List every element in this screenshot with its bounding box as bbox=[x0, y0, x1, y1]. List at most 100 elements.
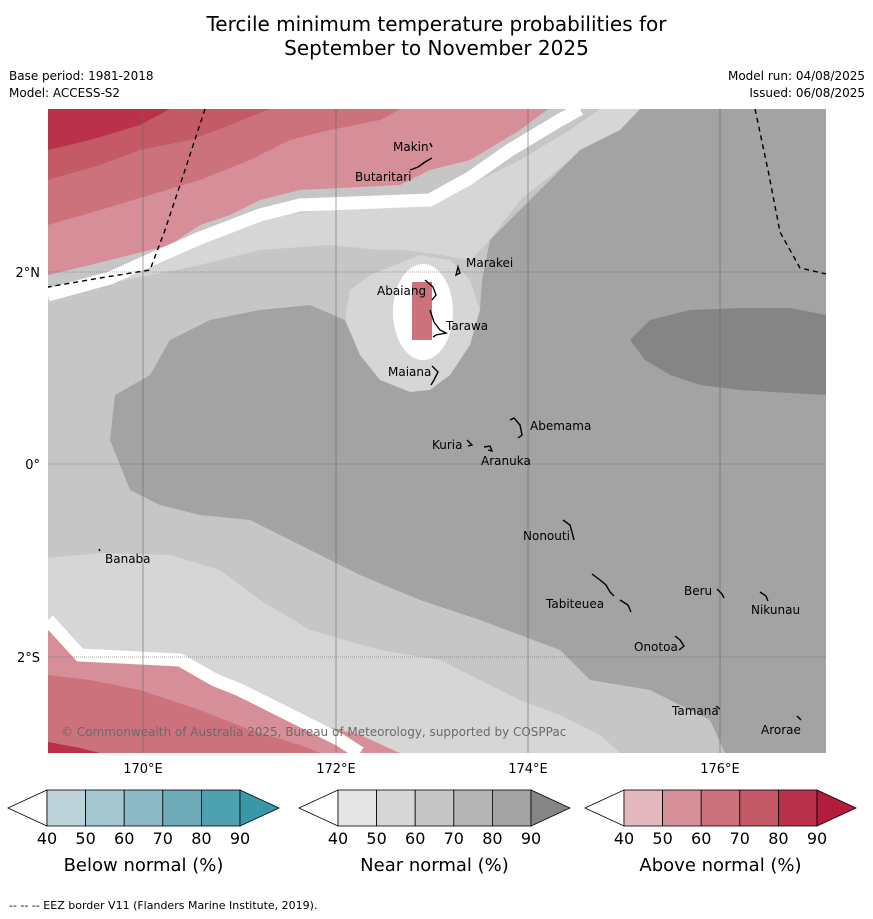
base-period: Base period: 1981-2018 bbox=[9, 69, 154, 83]
island-tamana bbox=[715, 705, 721, 710]
colorbar-segment bbox=[123, 789, 164, 827]
colorbar-tick-label: 70 bbox=[444, 829, 464, 848]
label-abaiang: Abaiang bbox=[377, 284, 426, 298]
colorbar-tick-label: 40 bbox=[37, 829, 57, 848]
colorbar-segment bbox=[162, 789, 202, 827]
island-beru bbox=[716, 588, 725, 599]
label-maiana: Maiana bbox=[388, 365, 431, 379]
island-abaiang bbox=[424, 279, 437, 301]
colorbar-label: Near normal (%) bbox=[360, 855, 509, 876]
colorbar-2: 40 50 60 70 80 90 Near normal (%) bbox=[298, 789, 571, 876]
lon-labels: 170°E 172°E 174°E 176°E bbox=[123, 762, 740, 777]
island-tarawa bbox=[429, 309, 449, 338]
meta-left: Base period: 1981-2018 Model: ACCESS-S2 bbox=[9, 68, 154, 102]
label-arorae: Arorae bbox=[761, 723, 801, 737]
lat-label-2s: 2°S bbox=[17, 651, 40, 666]
colorbar-tick-label: 60 bbox=[114, 829, 134, 848]
lat-label-2n: 2°N bbox=[16, 266, 41, 281]
zone-near-50-north bbox=[48, 109, 826, 300]
label-abemama: Abemama bbox=[530, 419, 591, 433]
colorbar-tick-label: 50 bbox=[366, 829, 386, 848]
colorbar-tick-label: 80 bbox=[482, 829, 502, 848]
colorbar-segment bbox=[414, 789, 455, 827]
colorbar-segment bbox=[700, 789, 741, 827]
label-tabiteuea: Tabiteuea bbox=[545, 597, 604, 611]
label-nikunau: Nikunau bbox=[751, 603, 800, 617]
colorbar-extend-low bbox=[7, 789, 48, 827]
graticule-lon bbox=[142, 109, 721, 753]
eez-border-east bbox=[754, 109, 826, 275]
colorbar-segment bbox=[778, 789, 818, 827]
zone-above-80-north bbox=[48, 109, 170, 150]
colorbar-tick-label: 40 bbox=[614, 829, 634, 848]
island-kuria bbox=[466, 439, 474, 447]
lat-label-0: 0° bbox=[25, 458, 40, 473]
label-tarawa: Tarawa bbox=[445, 319, 488, 333]
zone-above-tarawa bbox=[412, 282, 432, 340]
colorbar-segment bbox=[200, 789, 241, 827]
colorbar-segment bbox=[739, 789, 779, 827]
label-beru: Beru bbox=[684, 584, 712, 598]
colorbar-tick-label: 90 bbox=[230, 829, 250, 848]
island-arorae bbox=[796, 715, 802, 721]
chart-title: Tercile minimum temperature probabilitie… bbox=[0, 12, 873, 60]
zone-above-60-south bbox=[48, 675, 320, 753]
colorbar-tick-label: 50 bbox=[652, 829, 672, 848]
colorbar-label: Below normal (%) bbox=[64, 855, 224, 876]
label-banaba: Banaba bbox=[105, 552, 151, 566]
colorbar-tick-label: 60 bbox=[405, 829, 425, 848]
label-kuria: Kuria bbox=[432, 438, 463, 452]
label-butaritari: Butaritari bbox=[355, 170, 412, 184]
copyright: © Commonwealth of Australia 2025, Bureau… bbox=[61, 725, 566, 739]
colorbar-segment bbox=[337, 789, 377, 827]
label-marakei: Marakei bbox=[466, 256, 513, 270]
lat-labels: 2°N 0° 2°S bbox=[16, 266, 41, 666]
colorbar-segment bbox=[623, 789, 663, 827]
island-maiana bbox=[430, 365, 439, 386]
title-line-2: September to November 2025 bbox=[284, 36, 589, 60]
colorbar-segment bbox=[662, 789, 702, 827]
colorbar-segment bbox=[85, 789, 125, 827]
island-nonouti bbox=[562, 519, 575, 541]
colorbar-extend-high bbox=[816, 789, 857, 827]
island-labels: Makin Butaritari Marakei Abaiang Tarawa … bbox=[105, 140, 801, 737]
label-nonouti: Nonouti bbox=[523, 529, 570, 543]
islands bbox=[98, 142, 802, 721]
colorbar-tick-label: 80 bbox=[191, 829, 211, 848]
colorbar-tick-label: 70 bbox=[153, 829, 173, 848]
lon-label-176: 176°E bbox=[700, 762, 740, 777]
colorbar-segment bbox=[376, 789, 416, 827]
eez-border-west bbox=[48, 109, 206, 288]
colorbar-extend-low bbox=[584, 789, 625, 827]
label-tamana: Tamana bbox=[671, 704, 719, 718]
white-gap-north bbox=[48, 109, 584, 302]
map-area: Makin Butaritari Marakei Abaiang Tarawa … bbox=[48, 109, 826, 753]
island-tabiteuea bbox=[591, 573, 632, 613]
eez-footnote: -- -- -- EEZ border V11 (Flanders Marine… bbox=[9, 899, 318, 912]
lon-label-172: 172°E bbox=[316, 762, 356, 777]
colorbar-segment bbox=[453, 789, 493, 827]
model-name: Model: ACCESS-S2 bbox=[9, 86, 121, 100]
colorbar-1: 40 50 60 70 80 90 Below normal (%) bbox=[7, 789, 280, 876]
island-marakei bbox=[454, 264, 461, 277]
title-line-1: Tercile minimum temperature probabilitie… bbox=[206, 12, 667, 36]
model-run: Model run: 04/08/2025 bbox=[727, 69, 865, 83]
island-butaritari bbox=[409, 157, 433, 171]
lon-label-174: 174°E bbox=[508, 762, 548, 777]
colorbar-extend-high bbox=[239, 789, 280, 827]
colorbars: 40 50 60 70 80 90 Below normal (%) 40 50 60 70 80 90… bbox=[7, 789, 857, 876]
colorbar-segment bbox=[46, 789, 86, 827]
island-onotoa bbox=[674, 635, 685, 651]
zone-near-80 bbox=[630, 308, 826, 395]
label-aranuka: Aranuka bbox=[481, 454, 531, 468]
zone-above-80-south bbox=[48, 742, 100, 753]
colorbar-tick-label: 40 bbox=[328, 829, 348, 848]
graticule bbox=[48, 271, 826, 658]
label-onotoa: Onotoa bbox=[634, 640, 678, 654]
colorbar-extend-high bbox=[530, 789, 571, 827]
label-makin: Makin bbox=[393, 140, 429, 154]
colorbar-label: Above normal (%) bbox=[639, 855, 801, 876]
island-makin bbox=[429, 142, 433, 148]
island-banaba bbox=[98, 548, 101, 552]
